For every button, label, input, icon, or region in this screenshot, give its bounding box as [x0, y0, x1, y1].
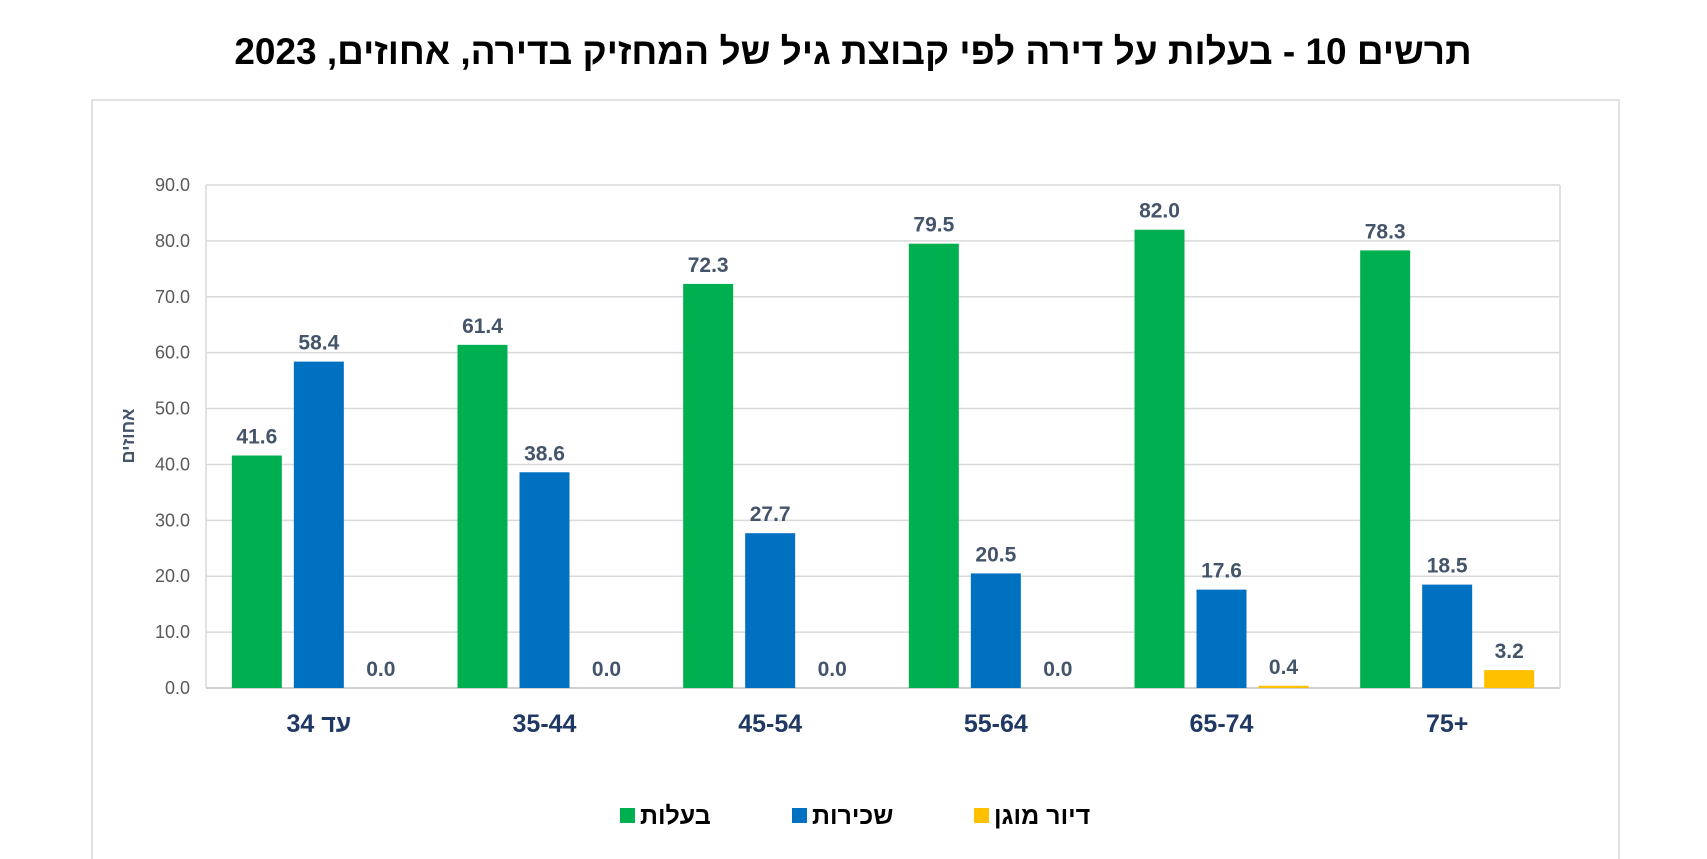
bar — [1196, 589, 1247, 688]
bar — [1360, 250, 1411, 688]
legend-swatch — [974, 808, 989, 823]
x-tick-label: 35-44 — [513, 710, 577, 738]
y-tick-label: 0.0 — [165, 678, 190, 698]
x-tick-label: 65-74 — [1190, 710, 1254, 738]
chart-title: תרשים 10 - בעלות על דירה לפי קבוצת גיל ש… — [234, 31, 1471, 72]
data-label: 0.0 — [818, 658, 847, 681]
x-axis-categories: עד 34 35-44 45-54 55-64 65-74 +75 — [286, 710, 1468, 738]
data-label: 20.5 — [975, 543, 1016, 566]
data-label: 72.3 — [688, 254, 729, 277]
y-tick-label: 30.0 — [155, 510, 190, 530]
y-tick-label: 20.0 — [155, 566, 190, 586]
legend-label: בעלות — [640, 802, 711, 830]
y-tick-label: 40.0 — [155, 454, 190, 474]
legend-item: דיור מוגן — [974, 802, 1090, 830]
bar — [231, 455, 282, 688]
data-label: 58.4 — [298, 332, 339, 355]
y-tick-label: 70.0 — [155, 287, 190, 307]
bar — [970, 573, 1021, 688]
gridlines — [205, 184, 1561, 689]
legend-item: שכירות — [792, 802, 893, 830]
legend-label: שכירות — [812, 802, 893, 830]
y-tick-label: 50.0 — [155, 399, 190, 419]
data-label: 78.3 — [1365, 220, 1406, 243]
bar — [1422, 584, 1473, 688]
bar — [1484, 670, 1535, 688]
y-axis-label: אחוזים — [118, 409, 138, 464]
data-label: 17.6 — [1201, 560, 1242, 583]
bar — [908, 243, 959, 688]
legend-swatch — [620, 808, 635, 823]
y-tick-label: 10.0 — [155, 622, 190, 642]
data-label: 41.6 — [236, 426, 277, 449]
legend: בעלות שכירות דיור מוגן — [620, 802, 1090, 830]
data-label: 3.2 — [1495, 640, 1524, 663]
bar — [745, 533, 796, 688]
bar — [457, 344, 508, 688]
bar — [519, 472, 570, 688]
bar — [1134, 229, 1185, 688]
data-label: 79.5 — [913, 214, 954, 237]
x-tick-label: עד 34 — [286, 710, 351, 738]
y-tick-label: 80.0 — [155, 231, 190, 251]
legend-swatch — [792, 808, 807, 823]
x-tick-label: 55-64 — [964, 710, 1028, 738]
bar — [1258, 685, 1309, 688]
x-tick-label: 45-54 — [738, 710, 802, 738]
y-tick-label: 60.0 — [155, 343, 190, 363]
bars — [231, 229, 1535, 688]
data-label: 18.5 — [1427, 555, 1468, 578]
bar — [683, 283, 734, 688]
data-label: 38.6 — [524, 442, 565, 465]
legend-label: דיור מוגן — [994, 802, 1090, 830]
data-label: 61.4 — [462, 315, 503, 338]
y-axis-ticks: 0.0 10.0 20.0 30.0 40.0 50.0 60.0 70.0 80.0 90.0 — [155, 175, 190, 698]
data-label: 0.0 — [1043, 658, 1072, 681]
data-label: 0.0 — [592, 658, 621, 681]
legend-item: בעלות — [620, 802, 711, 830]
data-label: 0.4 — [1269, 656, 1299, 679]
data-label: 27.7 — [750, 503, 791, 526]
x-tick-label: +75 — [1426, 710, 1468, 738]
bar — [293, 361, 344, 688]
y-tick-label: 90.0 — [155, 175, 190, 195]
data-label: 82.0 — [1139, 200, 1180, 223]
data-labels: 41.6 58.4 0.0 61.4 38.6 0.0 72.3 27.7 0.0 79.5 20.… — [236, 200, 1523, 681]
data-label: 0.0 — [366, 658, 395, 681]
